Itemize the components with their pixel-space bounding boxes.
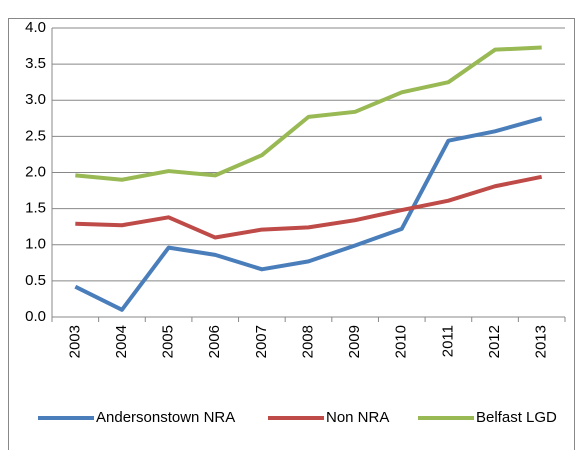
x-tick-label: 2003	[66, 325, 83, 358]
x-tick-label: 2011	[439, 325, 456, 357]
y-tick-label: 1.0	[25, 236, 46, 253]
x-tick-label: 2008	[299, 325, 316, 358]
series-line	[74, 116, 543, 312]
chart-border	[8, 18, 575, 450]
legend-label: Andersonstown NRA	[96, 409, 235, 426]
series-line	[75, 45, 542, 182]
y-tick-label: 3.5	[25, 55, 46, 72]
x-tick-label: 2009	[346, 325, 363, 358]
series-line	[75, 174, 543, 240]
x-tick-label: 2010	[393, 325, 410, 358]
y-tick-label: 2.5	[25, 127, 46, 144]
x-tick-label: 2013	[533, 325, 550, 358]
y-tick-label: 4.0	[25, 19, 46, 36]
x-tick-label: 2004	[113, 325, 130, 358]
y-tick-label: 0.5	[25, 272, 46, 289]
x-tick-label: 2007	[253, 325, 270, 358]
x-tick-label: 2012	[486, 325, 503, 358]
y-tick-label: 0.0	[25, 308, 46, 325]
x-tick-label: 2005	[160, 325, 177, 358]
legend-label: Non NRA	[326, 409, 389, 426]
y-tick-label: 1.5	[25, 200, 46, 217]
y-tick-label: 2.0	[25, 163, 46, 180]
legend-label: Belfast LGD	[476, 409, 557, 426]
y-tick-label: 3.0	[25, 91, 46, 108]
x-tick-label: 2006	[206, 325, 223, 358]
